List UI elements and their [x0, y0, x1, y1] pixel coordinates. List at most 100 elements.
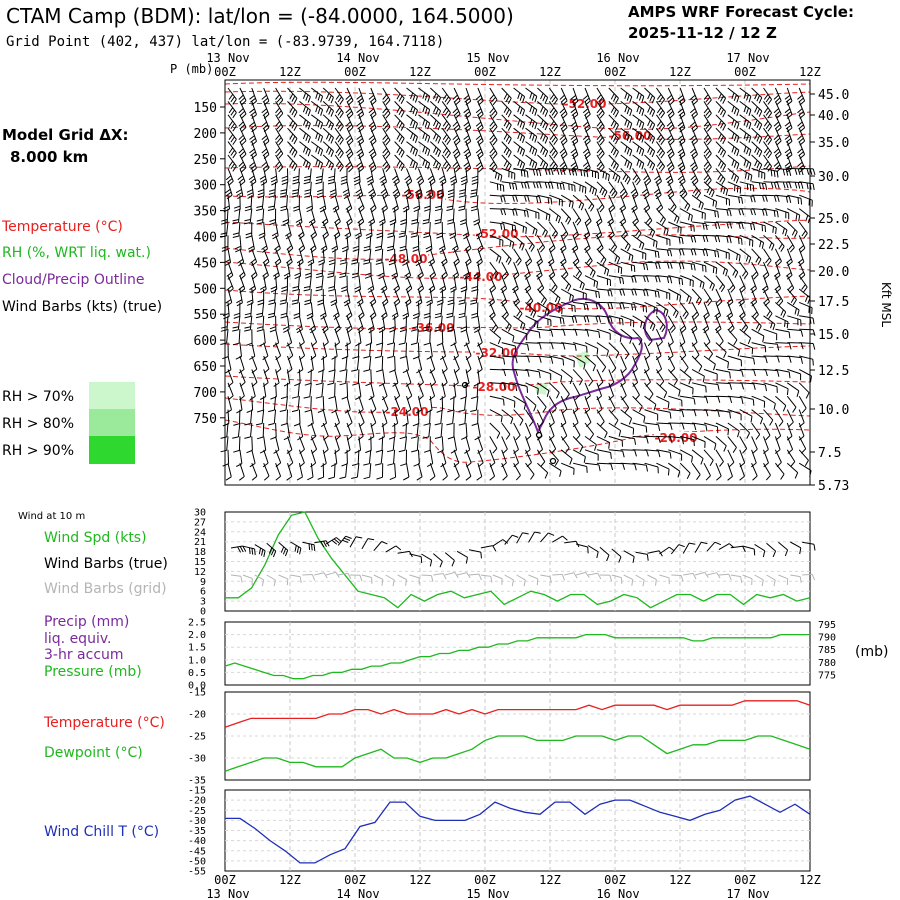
wind-barb	[644, 261, 661, 270]
panel-y-tick: 18	[194, 547, 206, 558]
top-time-tick: 12Z	[409, 65, 431, 79]
wind-barb	[524, 436, 531, 454]
wind-barb	[352, 342, 360, 359]
wind-barb	[537, 462, 549, 479]
wind-barb	[608, 288, 626, 296]
wind-barb	[620, 435, 637, 445]
wind-barb	[799, 342, 816, 350]
wind-barb	[715, 154, 727, 171]
wind-barb	[246, 181, 254, 199]
legend-rh: RH (%, WRT liq. wat.)	[2, 245, 151, 261]
wind-barb	[727, 208, 745, 216]
grid-wind-barb	[540, 574, 552, 584]
wind-barb	[715, 409, 731, 419]
wind-barb	[410, 422, 419, 439]
wind-barb	[656, 234, 671, 246]
wind-barb	[394, 101, 405, 118]
grid-wind-barb	[456, 572, 471, 579]
wind-barb	[560, 395, 568, 414]
wind-barb	[446, 409, 455, 426]
wind-barb	[475, 101, 484, 119]
wind-barb	[429, 87, 442, 104]
wind-barb	[328, 355, 336, 373]
wind-barb	[279, 181, 288, 198]
wind-barb	[763, 101, 773, 119]
wind-barb	[426, 288, 433, 307]
wind-barb	[561, 167, 578, 176]
wind-barb	[644, 114, 656, 131]
wind-barb	[739, 395, 755, 406]
wind-barb	[227, 114, 237, 132]
wind-barb	[434, 315, 443, 332]
wind-barb	[382, 101, 391, 119]
wind-barb	[470, 382, 479, 399]
wind-barb	[668, 409, 685, 418]
wind-barb	[297, 221, 305, 240]
dewpoint-line	[224, 735, 811, 772]
wind-barb	[537, 114, 549, 131]
true-wind-barb	[766, 542, 777, 558]
wind-barb	[268, 409, 277, 426]
wind-barb	[299, 87, 311, 103]
wind-barb	[286, 463, 293, 481]
wind-barb	[799, 355, 814, 366]
wind-barb	[608, 168, 621, 184]
wind-barb	[233, 409, 241, 426]
wind-barb	[680, 382, 694, 395]
wind-barb	[572, 382, 581, 401]
wind-barb	[315, 382, 324, 399]
wind-barb	[291, 181, 300, 198]
wind-barb	[273, 369, 280, 387]
true-wind-barb	[444, 552, 455, 567]
wind-barb	[667, 194, 677, 213]
wind-barb	[402, 302, 410, 320]
wind-barb	[376, 463, 384, 480]
wind-barb	[751, 355, 768, 364]
wind-barb	[354, 436, 362, 454]
wind-barb	[303, 275, 312, 292]
wind-barb	[489, 114, 498, 132]
wind-barb	[751, 234, 765, 249]
wind-speed-label: Wind Spd (kts)	[44, 530, 147, 546]
wind-barb	[501, 101, 512, 118]
wind-barb	[436, 329, 444, 346]
wind-barb	[368, 101, 377, 119]
wind-barb	[473, 262, 481, 280]
top-time-tick: 00Z	[344, 65, 366, 79]
wind-barb	[677, 168, 686, 186]
temperature-series-label: Temperature (°C)	[43, 715, 165, 731]
wind-barb	[644, 234, 658, 248]
wind-barb	[548, 141, 558, 159]
true-wind-barb	[670, 544, 685, 555]
wind-barb	[739, 154, 752, 170]
wind-barb	[501, 436, 508, 454]
panel-y-tick: -30	[188, 816, 206, 827]
isotherm-line	[224, 260, 811, 279]
wind-barb	[322, 114, 334, 131]
pressure-tick: 650	[194, 360, 217, 375]
wind-barb	[573, 301, 589, 311]
wind-barb	[275, 141, 284, 159]
wind-barb	[548, 87, 558, 105]
wind-barb	[655, 342, 662, 361]
wind-barb	[703, 87, 712, 106]
wind-barb	[470, 288, 479, 305]
wind-barb	[376, 221, 384, 239]
grid-wind-barb	[718, 573, 732, 581]
wind-barb	[356, 154, 365, 173]
wind-barb	[739, 355, 756, 365]
wind-barb	[458, 396, 467, 412]
wind-barb	[763, 167, 779, 178]
wind-barb	[399, 235, 407, 252]
wind-barb	[715, 449, 724, 467]
wind-barb	[388, 248, 396, 266]
grid-wind-barb	[694, 571, 709, 578]
wind-barb	[584, 194, 595, 212]
wind-barb	[572, 342, 588, 353]
wind-barb	[418, 100, 431, 116]
wind-barb	[596, 396, 603, 414]
wind-barb	[220, 422, 229, 439]
wind-barb	[692, 409, 709, 417]
wind-barb	[608, 87, 619, 104]
wind-barb	[715, 194, 730, 206]
